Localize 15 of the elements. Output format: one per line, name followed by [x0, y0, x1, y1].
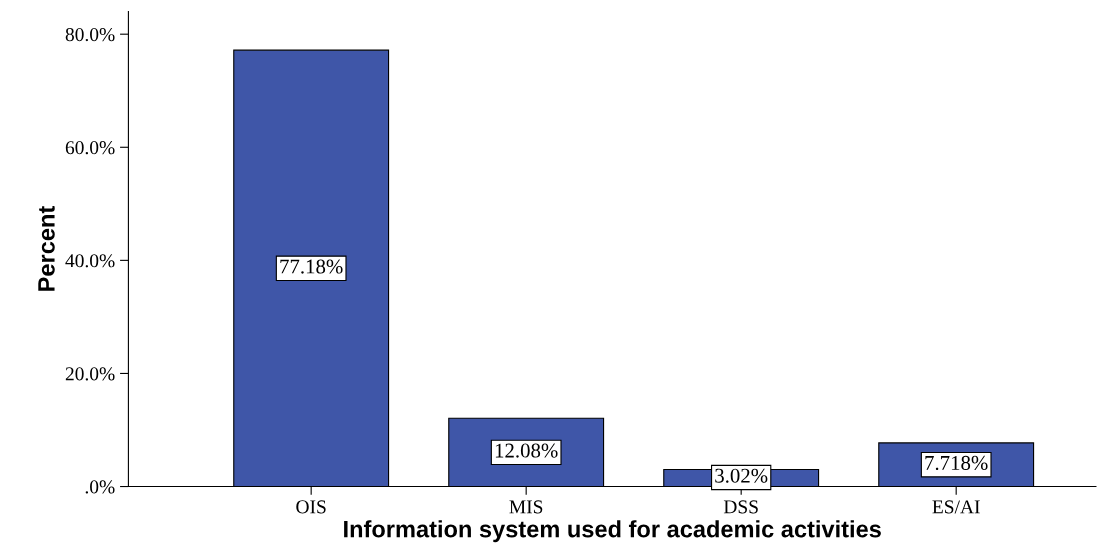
data-label: 7.718%: [925, 455, 988, 471]
y-tick-label: 20.0%: [65, 367, 115, 381]
data-label: 77.18%: [280, 259, 343, 274]
y-tick-label: 60.0%: [65, 141, 115, 155]
y-tick-label: 40.0%: [65, 254, 115, 268]
x-tick-label: ES/AI: [932, 500, 980, 514]
y-axis-title: Percent: [38, 206, 55, 291]
x-tick-label: MIS: [509, 500, 543, 514]
y-tick-label: .0%: [85, 480, 115, 494]
data-label: 12.08%: [495, 443, 558, 458]
data-label: 3.02%: [715, 468, 768, 483]
x-tick-label: DSS: [723, 500, 758, 514]
x-axis-title: Information system used for academic activities: [344, 520, 881, 543]
y-tick-label: 80.0%: [65, 28, 115, 42]
x-tick-label: OIS: [296, 500, 326, 514]
